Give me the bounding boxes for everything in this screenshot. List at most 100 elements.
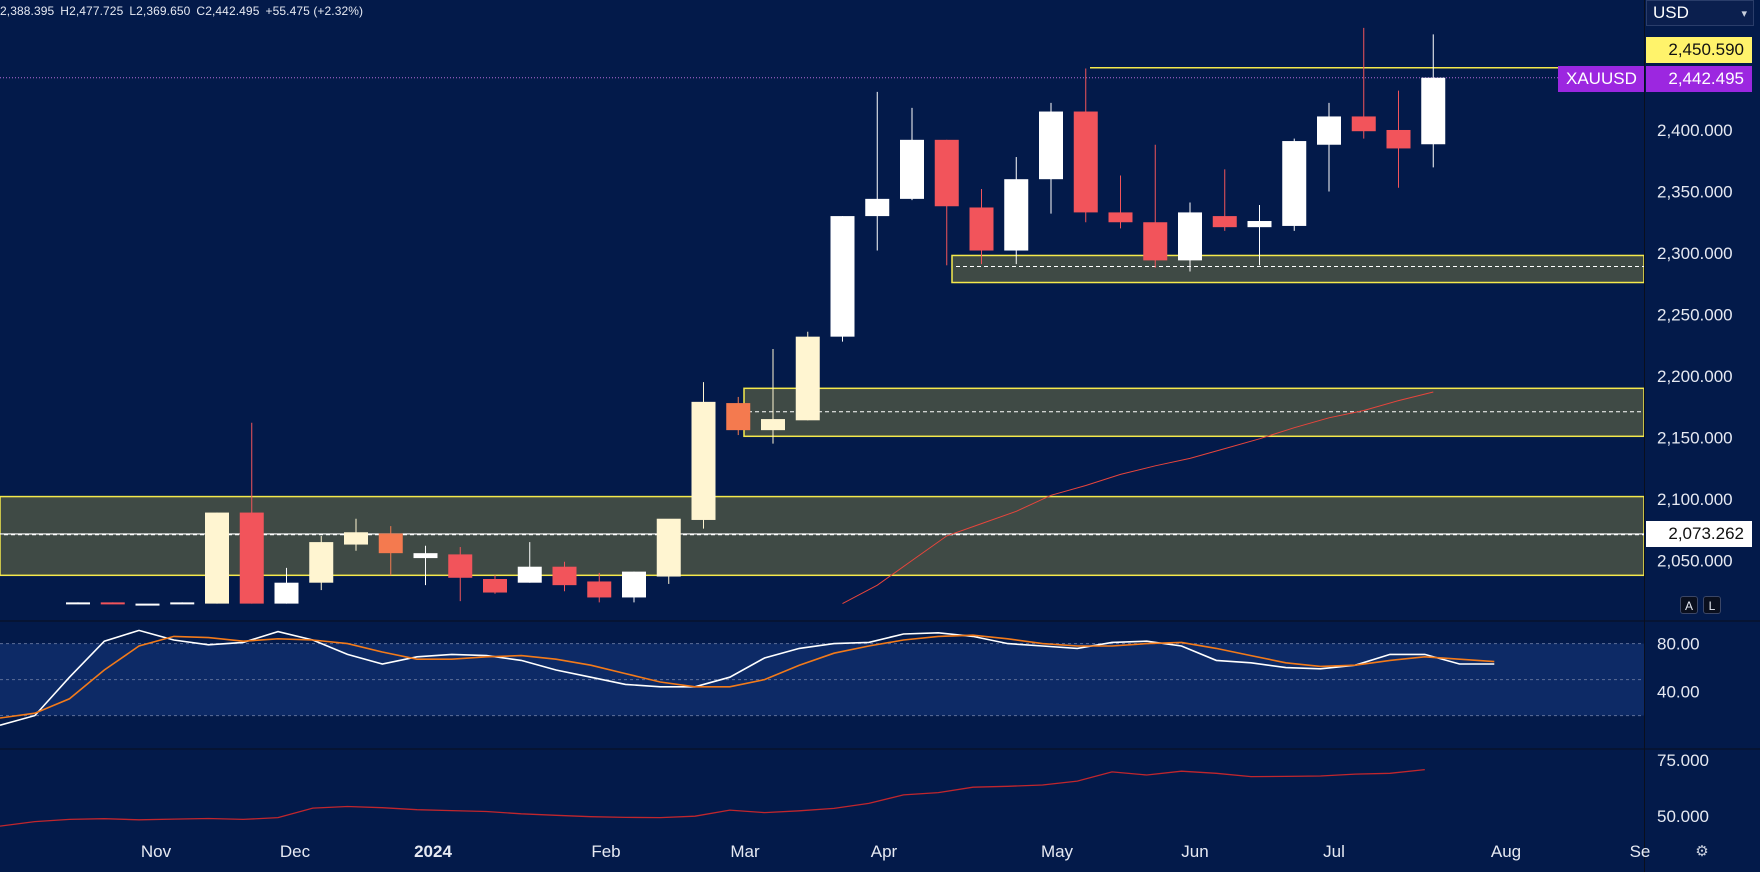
time-axis-tick-label: Nov — [141, 842, 172, 861]
candle — [587, 572, 612, 603]
candle — [135, 603, 160, 606]
candle — [865, 91, 890, 251]
candle — [830, 216, 855, 342]
candle-body — [309, 542, 334, 583]
candle — [1282, 138, 1307, 231]
candle-body — [344, 532, 368, 545]
candle-body — [448, 554, 473, 578]
time-axis-tick-label: 2024 — [414, 842, 452, 861]
chevron-down-icon: ▾ — [1741, 7, 1747, 20]
candle — [552, 561, 577, 592]
candle-body — [865, 198, 890, 217]
candle-body — [205, 512, 229, 604]
stoch-axis-tick-label: 40.00 — [1657, 683, 1700, 702]
candle — [1143, 144, 1168, 268]
log-scale-label: L — [1708, 599, 1716, 613]
candle — [170, 602, 195, 605]
candle-body — [1073, 111, 1098, 213]
price-axis-tick-label: 2,150.000 — [1657, 429, 1733, 448]
candle-body — [1421, 77, 1446, 145]
candle-body — [100, 602, 125, 605]
candle — [448, 547, 473, 602]
candle — [934, 139, 959, 266]
candle-body — [969, 207, 994, 251]
candle — [344, 518, 368, 551]
currency-value: USD — [1653, 3, 1689, 22]
auto-scale-button[interactable]: A — [1680, 596, 1698, 614]
lower-axis-tick-label: 50.000 — [1657, 807, 1709, 826]
candle-body — [552, 566, 577, 586]
candle — [483, 575, 507, 594]
candle-body — [135, 603, 160, 606]
candle-body — [900, 139, 924, 199]
candle-body — [274, 582, 299, 604]
time-axis-tick-label: Dec — [280, 842, 311, 861]
candle-body — [691, 401, 716, 520]
candle — [1351, 27, 1376, 139]
ohlc-low: L2,369.650 — [129, 4, 191, 18]
price-axis-tick-label: 2,100.000 — [1657, 490, 1733, 509]
time-axis-tick-label: Se — [1630, 842, 1651, 861]
time-axis-tick-label: Aug — [1491, 842, 1521, 861]
price-axis-tick-label: 2,200.000 — [1657, 367, 1733, 386]
auto-scale-label: A — [1684, 599, 1693, 613]
log-scale-button[interactable]: L — [1703, 596, 1721, 614]
candle — [1247, 205, 1272, 266]
support-zone — [951, 254, 1644, 284]
lower-oscillator-line — [0, 768, 1425, 827]
ohlc-high: H2,477.725 — [60, 4, 124, 18]
ohlc-change: +55.475 (+2.32%) — [265, 4, 364, 18]
candle — [100, 602, 125, 605]
candle-body — [1247, 221, 1272, 228]
candle — [274, 567, 299, 604]
settings-icon[interactable]: ⚙ — [1695, 843, 1709, 860]
candle-body — [1108, 212, 1133, 223]
candle — [1108, 175, 1133, 229]
time-axis-tick-label: Apr — [871, 842, 898, 861]
symbol-tag[interactable]: XAUUSD — [1558, 66, 1644, 92]
candle-body — [934, 139, 959, 207]
symbol-label: XAUUSD — [1566, 69, 1637, 88]
level-price-value: 2,073.262 — [1668, 524, 1744, 543]
candle-body — [795, 336, 820, 421]
candle-body — [1317, 116, 1341, 145]
candle-body — [1351, 116, 1376, 132]
candle — [413, 545, 438, 586]
price-axis-tick-label: 2,400.000 — [1657, 121, 1733, 140]
stoch-axis-tick-label: 80.00 — [1657, 635, 1700, 654]
candle-body — [239, 512, 264, 604]
candle — [969, 189, 994, 265]
ohlc-open: 2,388.395 — [0, 4, 55, 18]
candle-body — [656, 518, 681, 577]
time-axis-tick-label: Jun — [1181, 842, 1208, 861]
price-axis-tick-label: 2,050.000 — [1657, 552, 1733, 571]
ohlc-close: C2,442.495 — [196, 4, 260, 18]
candle — [309, 535, 334, 591]
last-price-value: 2,442.495 — [1668, 69, 1744, 88]
price-axis-tick-label: 2,300.000 — [1657, 244, 1733, 263]
candle-body — [1004, 179, 1029, 251]
candle-body — [1282, 141, 1307, 226]
resistance-price-tag: 2,450.590 — [1646, 37, 1752, 63]
candle — [900, 107, 924, 201]
candle-body — [587, 581, 612, 598]
candle — [239, 422, 264, 604]
lower-axis-tick-label: 75.000 — [1657, 751, 1709, 770]
candle — [1421, 34, 1446, 168]
candle-body — [1178, 212, 1202, 261]
main-pane — [0, 27, 1644, 606]
candle-body — [1386, 129, 1411, 149]
candle — [691, 382, 716, 529]
candle — [795, 331, 820, 421]
candle-body — [726, 403, 751, 431]
candle — [1039, 102, 1063, 214]
ohlc-readout: 2,388.395 H2,477.725 L2,369.650 C2,442.495 +… — [0, 4, 369, 18]
candle — [656, 518, 681, 584]
currency-select[interactable]: USD ▾ — [1646, 0, 1754, 26]
candle — [1317, 102, 1341, 192]
candle — [517, 542, 542, 583]
moving-average-line — [842, 391, 1434, 605]
candle-body — [1039, 111, 1063, 180]
